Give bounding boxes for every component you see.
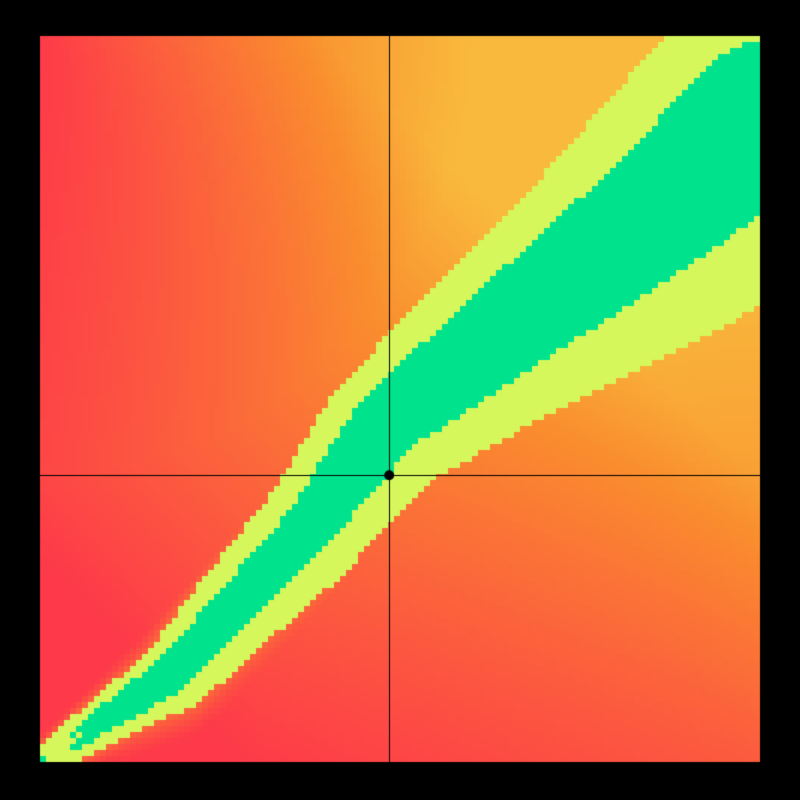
chart-container: TheBottleneck.com: [0, 0, 800, 800]
bottleneck-heatmap: [0, 0, 800, 800]
